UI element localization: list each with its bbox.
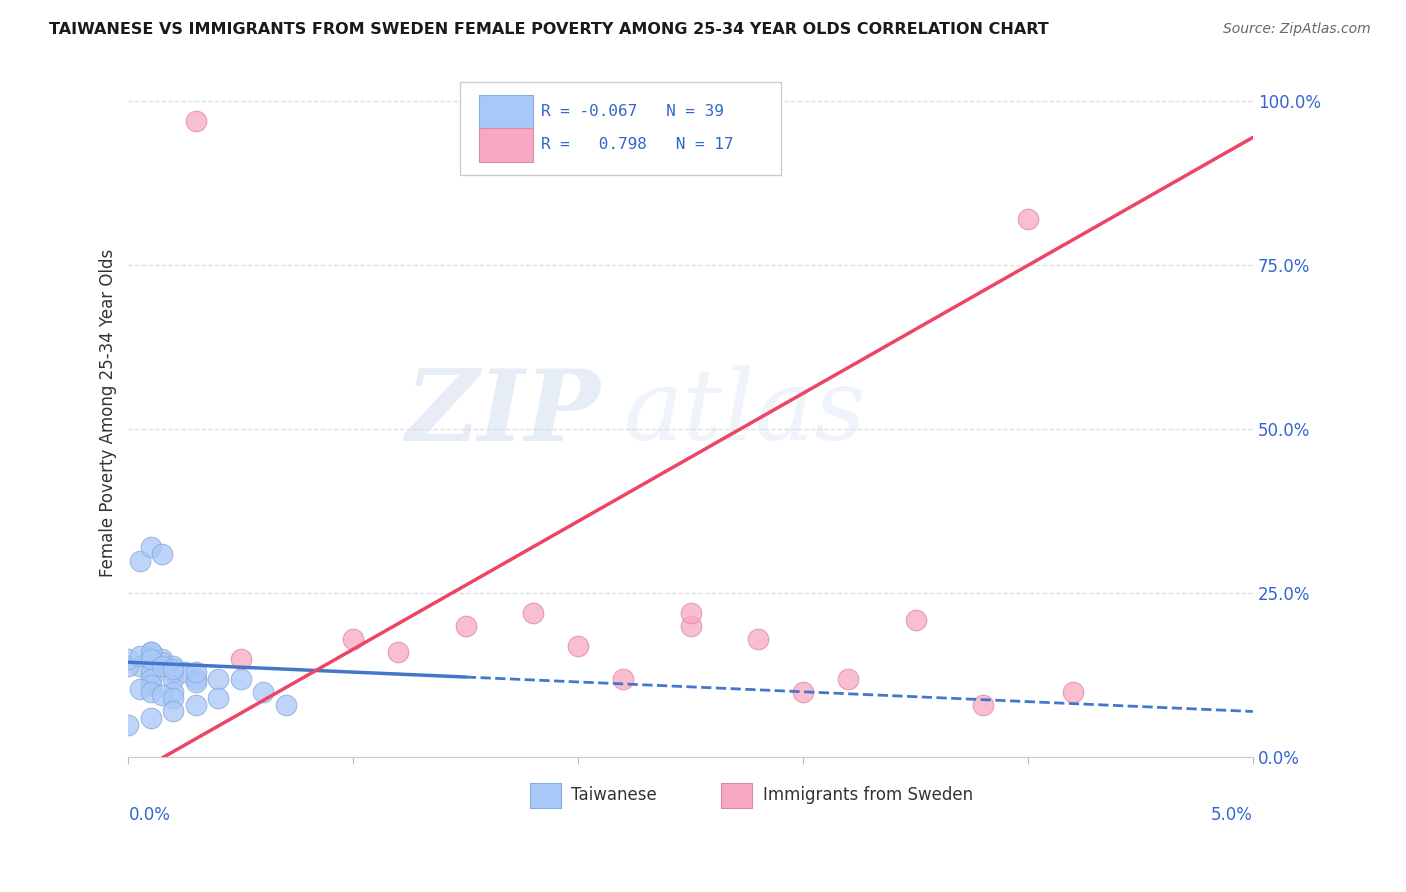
Point — [139, 678, 162, 692]
Point — [139, 645, 162, 659]
Point — [229, 652, 252, 666]
Point — [150, 655, 173, 669]
Point — [612, 672, 634, 686]
Point — [162, 665, 184, 679]
Point — [252, 685, 274, 699]
Point — [184, 665, 207, 679]
FancyBboxPatch shape — [721, 783, 752, 807]
Point — [139, 711, 162, 725]
Point — [184, 114, 207, 128]
Text: Taiwanese: Taiwanese — [571, 786, 657, 805]
Point — [184, 698, 207, 712]
Point — [274, 698, 297, 712]
Point — [150, 688, 173, 702]
Text: Source: ZipAtlas.com: Source: ZipAtlas.com — [1223, 22, 1371, 37]
Point — [207, 672, 229, 686]
Point — [162, 672, 184, 686]
Point — [173, 665, 195, 679]
Point — [522, 606, 544, 620]
Point — [128, 553, 150, 567]
Point — [117, 717, 139, 731]
Point — [747, 632, 769, 647]
Point — [454, 619, 477, 633]
FancyBboxPatch shape — [479, 128, 533, 161]
Point — [139, 652, 162, 666]
Point — [128, 681, 150, 696]
Point — [1017, 212, 1039, 227]
Point — [139, 541, 162, 555]
Point — [387, 645, 409, 659]
Point — [150, 658, 173, 673]
Text: Immigrants from Sweden: Immigrants from Sweden — [762, 786, 973, 805]
Text: R =   0.798   N = 17: R = 0.798 N = 17 — [541, 137, 734, 153]
Text: 5.0%: 5.0% — [1211, 805, 1253, 823]
Text: R = -0.067   N = 39: R = -0.067 N = 39 — [541, 104, 724, 120]
Point — [972, 698, 994, 712]
Point — [162, 685, 184, 699]
Point — [567, 639, 589, 653]
Point — [184, 672, 207, 686]
Text: TAIWANESE VS IMMIGRANTS FROM SWEDEN FEMALE POVERTY AMONG 25-34 YEAR OLDS CORRELA: TAIWANESE VS IMMIGRANTS FROM SWEDEN FEMA… — [49, 22, 1049, 37]
Point — [128, 648, 150, 663]
Text: atlas: atlas — [623, 366, 866, 460]
Point — [139, 648, 162, 663]
FancyBboxPatch shape — [460, 82, 780, 176]
Point — [150, 652, 173, 666]
Point — [904, 613, 927, 627]
Point — [162, 658, 184, 673]
FancyBboxPatch shape — [479, 95, 533, 128]
Point — [128, 658, 150, 673]
Point — [792, 685, 814, 699]
Point — [139, 645, 162, 659]
Point — [139, 685, 162, 699]
Point — [1062, 685, 1084, 699]
Point — [679, 606, 702, 620]
Text: ZIP: ZIP — [406, 365, 600, 461]
Point — [117, 652, 139, 666]
Point — [162, 705, 184, 719]
Point — [162, 691, 184, 706]
Y-axis label: Female Poverty Among 25-34 Year Olds: Female Poverty Among 25-34 Year Olds — [100, 249, 117, 577]
Point — [117, 658, 139, 673]
Point — [162, 662, 184, 676]
Point — [679, 619, 702, 633]
Point — [139, 672, 162, 686]
Text: 0.0%: 0.0% — [128, 805, 170, 823]
FancyBboxPatch shape — [530, 783, 561, 807]
Point — [229, 672, 252, 686]
Point — [139, 665, 162, 679]
Point — [207, 691, 229, 706]
Point — [150, 547, 173, 561]
Point — [837, 672, 859, 686]
Point — [342, 632, 364, 647]
Point — [184, 675, 207, 690]
